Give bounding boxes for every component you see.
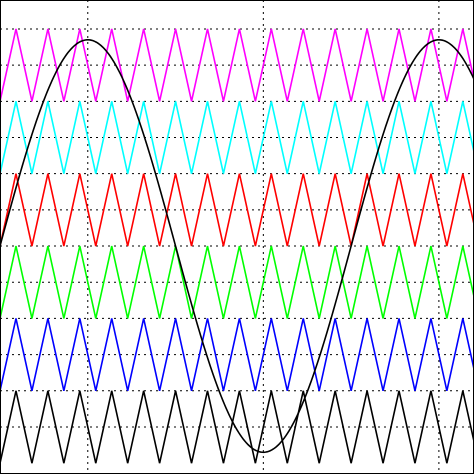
series-layer	[0, 28, 474, 464]
carrier-series-0	[0, 28, 474, 102]
carrier-series-4	[0, 318, 474, 391]
carrier-series-2	[0, 173, 474, 247]
carrier-series-3	[0, 245, 474, 319]
reference-layer	[0, 39, 474, 454]
reference-sine-series	[0, 39, 474, 454]
carrier-series-5	[0, 390, 474, 464]
carrier-series-1	[0, 101, 474, 174]
